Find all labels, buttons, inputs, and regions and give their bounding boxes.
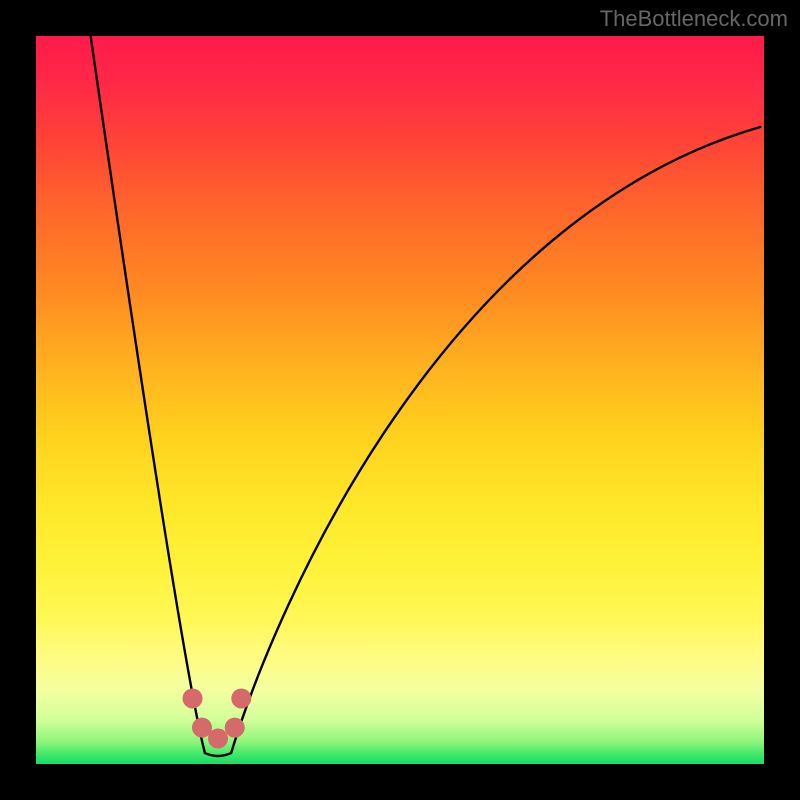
watermark-text: TheBottleneck.com — [600, 6, 788, 32]
curve-layer — [0, 0, 800, 800]
bottleneck-curve — [91, 36, 761, 756]
bottleneck-marker — [225, 718, 245, 738]
bottleneck-marker — [231, 688, 251, 708]
bottleneck-marker — [208, 729, 228, 749]
bottleneck-marker — [183, 688, 203, 708]
chart-stage: TheBottleneck.com — [0, 0, 800, 800]
